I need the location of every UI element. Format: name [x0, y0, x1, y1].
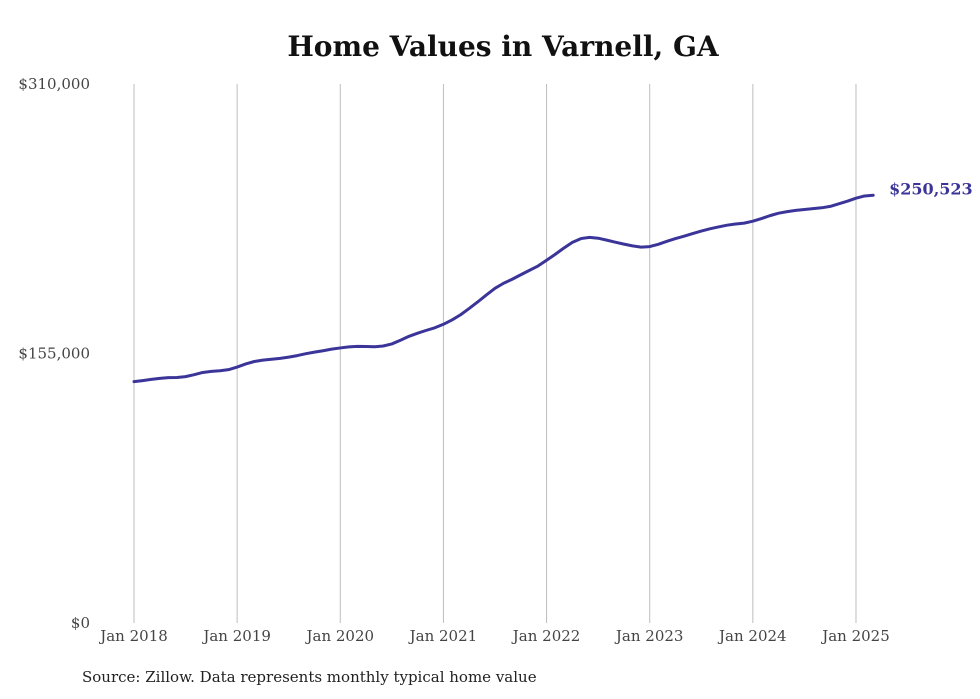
y-tick-label: $0: [71, 614, 90, 632]
end-value-label: $250,523: [889, 179, 973, 198]
chart-title: Home Values in Varnell, GA: [287, 30, 719, 63]
x-tick-label: Jan 2025: [820, 627, 890, 645]
x-tick-label: Jan 2021: [408, 627, 478, 645]
y-axis-ticks: $0 $155,000 $310,000: [18, 75, 90, 632]
x-tick-label: Jan 2022: [511, 627, 581, 645]
x-tick-label: Jan 2024: [717, 627, 787, 645]
x-tick-label: Jan 2018: [98, 627, 168, 645]
gridlines: [133, 84, 857, 623]
x-tick-label: Jan 2019: [201, 627, 271, 645]
x-tick-label: Jan 2020: [304, 627, 374, 645]
source-note: Source: Zillow. Data represents monthly …: [82, 668, 537, 686]
end-label-layer: $250,523: [889, 179, 973, 198]
series-layer: [132, 193, 875, 384]
x-axis-ticks: Jan 2018 Jan 2019 Jan 2020 Jan 2021 Jan 2022…: [98, 627, 890, 645]
x-tick-label: Jan 2023: [614, 627, 684, 645]
series-line: [132, 193, 875, 384]
y-tick-label: $310,000: [18, 75, 90, 93]
y-tick-label: $155,000: [18, 345, 90, 363]
